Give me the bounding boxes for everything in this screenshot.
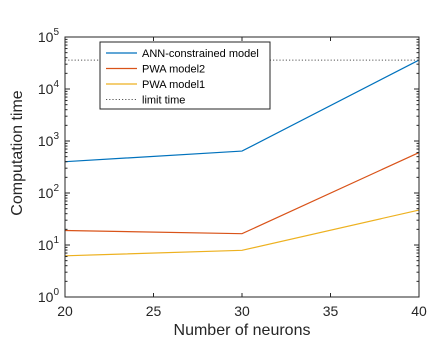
y-axis-label: Computation time [9,90,26,215]
x-tick-label: 25 [146,303,162,319]
x-tick-label: 30 [234,303,250,319]
x-tick-label: 35 [323,303,339,319]
x-tick-label: 40 [411,303,427,319]
legend-label-1: ANN-constrained model [142,48,259,60]
legend: ANN-constrained model PWA model2 PWA model… [99,41,271,110]
legend-label-3: PWA model1 [142,79,205,91]
legend-label-4: limit time [142,95,185,107]
y-tick-label: 103 [38,131,60,149]
x-tick-label: 20 [57,303,73,319]
y-tick-label: 105 [38,27,60,45]
series-line-1 [64,59,420,163]
y-tick-label: 100 [38,287,60,305]
y-tick-label: 102 [38,183,60,201]
series-line-2 [64,151,420,235]
legend-label-2: PWA model2 [142,64,205,76]
y-tick-label: 101 [38,235,60,253]
y-tick-label: 104 [38,79,60,97]
ticks-layer: 20 25 30 35 40 100 101 102 103 104 105 [38,27,427,319]
x-axis-label: Number of neurons [174,322,311,339]
series-line-3 [64,209,420,257]
